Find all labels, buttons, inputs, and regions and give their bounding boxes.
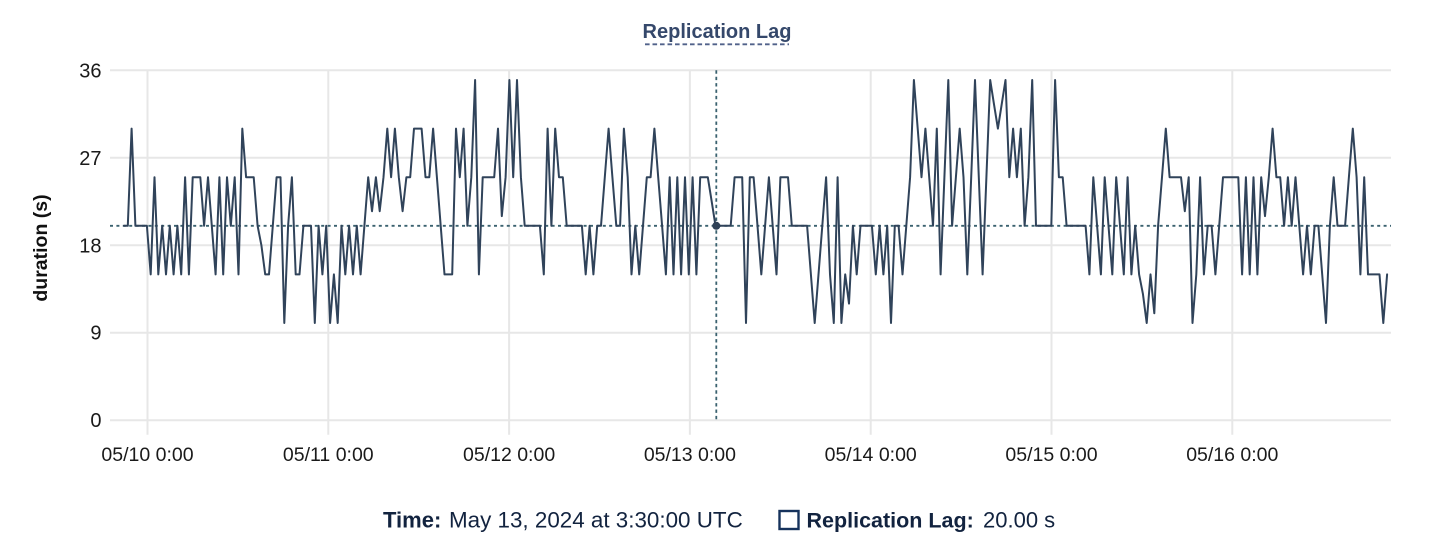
svg-text:Replication Lag:: Replication Lag: <box>807 509 974 533</box>
svg-text:05/14 0:00: 05/14 0:00 <box>825 444 917 466</box>
svg-text:20.00 s: 20.00 s <box>983 508 1055 533</box>
svg-text:27: 27 <box>79 148 101 170</box>
svg-text:18: 18 <box>79 235 101 257</box>
svg-text:05/15 0:00: 05/15 0:00 <box>1005 444 1097 466</box>
svg-text:05/12 0:00: 05/12 0:00 <box>463 444 555 466</box>
svg-text:duration (s): duration (s) <box>30 194 52 301</box>
svg-text:05/10 0:00: 05/10 0:00 <box>101 444 193 466</box>
svg-text:05/11 0:00: 05/11 0:00 <box>283 444 374 466</box>
svg-text:9: 9 <box>90 323 101 345</box>
svg-text:0: 0 <box>90 410 101 432</box>
svg-text:36: 36 <box>79 60 101 82</box>
svg-text:05/13 0:00: 05/13 0:00 <box>644 444 736 466</box>
svg-text:May 13, 2024 at 3:30:00 UTC: May 13, 2024 at 3:30:00 UTC <box>449 508 743 533</box>
svg-text:Replication Lag: Replication Lag <box>643 21 792 43</box>
svg-text:05/16 0:00: 05/16 0:00 <box>1186 444 1278 466</box>
svg-text:Time:: Time: <box>383 508 441 533</box>
